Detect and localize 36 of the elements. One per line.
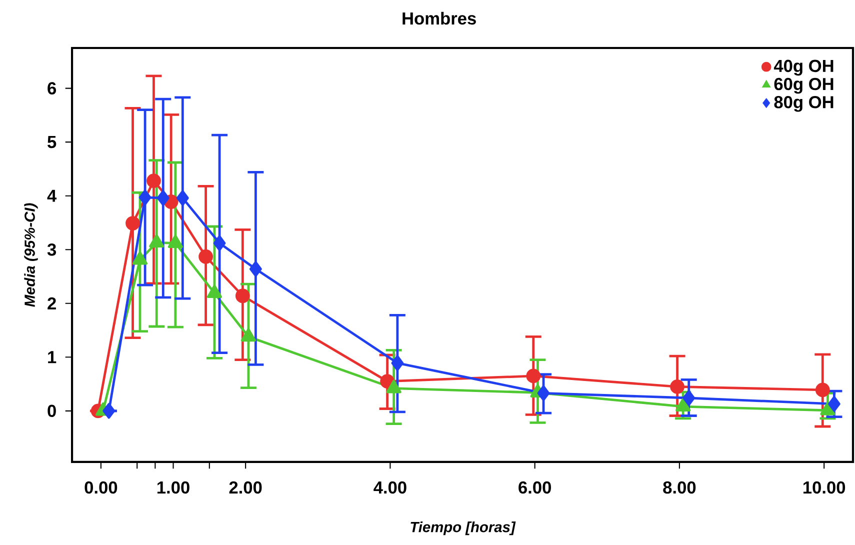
point — [146, 174, 161, 188]
y-tick-label: 3 — [47, 243, 56, 256]
x-tick-label: 8.00 — [663, 481, 696, 494]
x-tick-label: 4.00 — [374, 481, 406, 494]
y-tick-label: 5 — [48, 136, 56, 148]
point — [526, 368, 541, 384]
x-tick-label: 2.00 — [229, 481, 262, 494]
x-tick-label: 10.00 — [803, 481, 846, 494]
x-axis-title: Tiempo [horas] — [410, 521, 516, 536]
point — [126, 216, 140, 230]
legend-label: 60g OH — [774, 78, 834, 94]
point — [815, 382, 830, 398]
y-tick-label: 1 — [48, 351, 56, 364]
point — [828, 396, 840, 412]
y-axis-title: Media (95%-CI) — [24, 203, 38, 307]
point — [176, 190, 189, 206]
y-tick-label: 6 — [48, 82, 56, 94]
point — [198, 249, 213, 264]
point — [537, 385, 550, 402]
x-tick-label: 6.00 — [518, 481, 551, 494]
legend-label: 40g OH — [774, 60, 834, 76]
x-tick-label: 0.00 — [84, 481, 118, 494]
point — [235, 288, 250, 304]
point — [102, 403, 116, 419]
y-tick-label: 4 — [47, 190, 57, 202]
legend-label: 80g OH — [774, 96, 834, 112]
y-tick-label: 0 — [48, 404, 56, 418]
point — [213, 235, 226, 252]
point — [249, 261, 262, 277]
point — [391, 355, 404, 371]
x-tick-label: 1.00 — [157, 481, 190, 494]
chart-title: Hombres — [402, 12, 476, 25]
point — [156, 190, 170, 206]
point — [670, 380, 684, 394]
y-tick-label: 2 — [48, 297, 56, 310]
point — [138, 190, 152, 206]
